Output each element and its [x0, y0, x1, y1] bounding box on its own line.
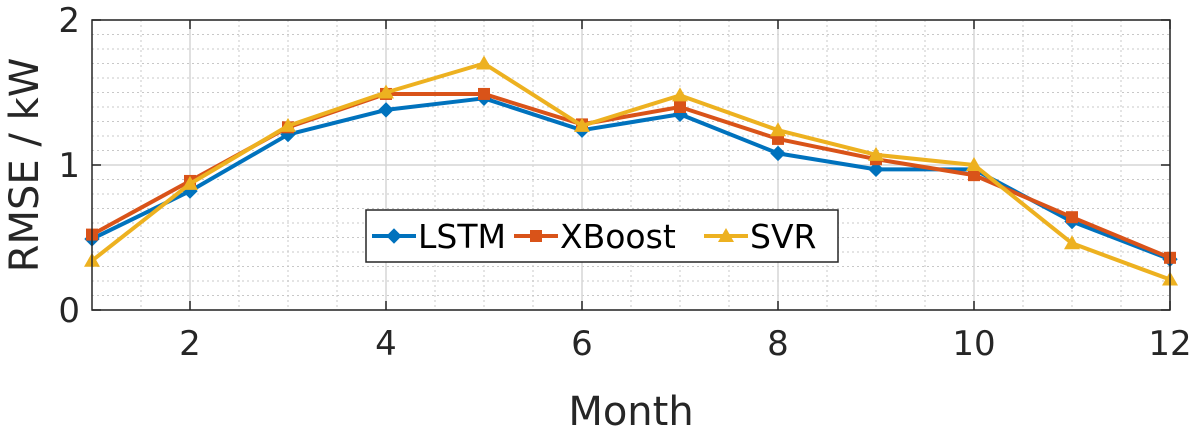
y-tick-label: 1 [58, 146, 80, 186]
legend-label: XBoost [560, 217, 676, 256]
data-point-svr [1064, 235, 1080, 250]
data-point-svr [182, 175, 198, 190]
legend: LSTM XBoost SVR [365, 209, 839, 263]
legend-marker [530, 230, 542, 242]
x-tick-labels: 2 4 6 8 10 12 [179, 324, 1191, 364]
series-layer [84, 55, 1178, 286]
legend-marker [718, 228, 734, 242]
data-point-lstm [378, 102, 394, 118]
data-point-svr [966, 157, 982, 171]
data-point-lstm [770, 145, 786, 162]
x-axis-label: Month [568, 389, 693, 435]
data-point-svr [672, 87, 688, 102]
legend-label: SVR [750, 217, 816, 256]
data-point-xboost [478, 87, 490, 100]
data-point-svr [378, 84, 394, 99]
legend-item-xboost: XBoost [514, 217, 676, 256]
y-tick-label: 2 [58, 1, 80, 41]
data-point-xboost [674, 101, 686, 113]
y-tick-label: 0 [58, 291, 80, 331]
legend-box [365, 209, 839, 263]
data-point-svr [868, 146, 884, 161]
tick-marks [92, 19, 1171, 311]
legend-label: LSTM [418, 217, 506, 256]
x-tick-label: 12 [1148, 324, 1191, 364]
series-line-svr [90, 61, 1171, 282]
x-tick-label: 6 [571, 324, 593, 364]
data-point-svr [770, 122, 786, 137]
x-tick-label: 2 [179, 324, 201, 364]
legend-item-lstm: LSTM [372, 217, 506, 256]
x-tick-label: 8 [767, 324, 789, 364]
data-point-svr [574, 117, 590, 132]
y-tick-labels: 0 1 2 [58, 1, 80, 331]
data-point-svr [280, 117, 296, 132]
x-tick-label: 10 [952, 324, 995, 364]
data-point-xboost [968, 169, 980, 182]
data-point-xboost [1066, 211, 1078, 224]
data-point-svr [476, 55, 492, 70]
data-point-lstm [868, 161, 884, 178]
legend-item-svr: SVR [704, 217, 816, 256]
x-tick-label: 4 [375, 324, 397, 364]
y-axis-label: RMSE / kW [2, 58, 48, 273]
legend-marker [386, 228, 402, 244]
